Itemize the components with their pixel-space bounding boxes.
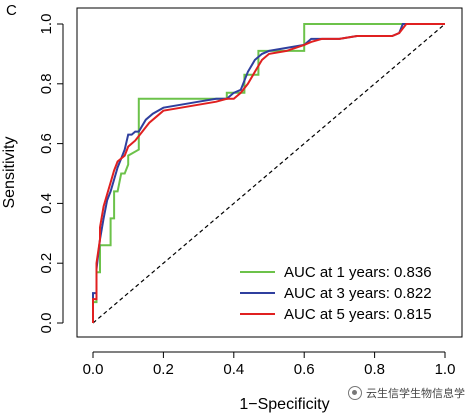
x-tick-label: 0.0 — [83, 361, 104, 378]
legend-label-2: AUC at 3 years: 0.822 — [284, 285, 432, 302]
y-tick-label: 0.2 — [38, 253, 55, 274]
wechat-icon — [348, 386, 362, 400]
x-axis-title: 1−Specificity — [239, 396, 329, 413]
watermark: 云生信学生物信息学 — [348, 385, 465, 401]
plot-area — [76, 7, 463, 338]
y-tick-label: 0.4 — [38, 193, 55, 214]
x-tick-label: 0.6 — [294, 361, 315, 378]
legend: AUC at 1 years: 0.836 AUC at 3 years: 0.8… — [240, 264, 432, 323]
x-tick-label: 0.2 — [153, 361, 174, 378]
series-layer — [92, 23, 445, 323]
plot-frame — [76, 7, 463, 338]
y-tick-label: 0.6 — [38, 133, 55, 154]
x-tick-label: 0.8 — [364, 361, 385, 378]
legend-label-1: AUC at 1 years: 0.836 — [284, 264, 432, 281]
y-tick-label: 0.0 — [38, 313, 55, 334]
y-axis-title: Sensitivity — [1, 136, 18, 208]
y-tick-label: 0.8 — [38, 73, 55, 94]
watermark-text: 云生信学生物信息学 — [366, 388, 465, 400]
legend-label-3: AUC at 5 years: 0.815 — [284, 306, 432, 323]
series-line-3 — [92, 23, 445, 323]
x-axis: 0.0 0.2 0.4 0.6 0.8 1.0 — [83, 351, 456, 378]
x-tick-label: 0.4 — [223, 361, 244, 378]
y-tick-label: 1.0 — [38, 14, 55, 35]
panel-label: C — [6, 2, 17, 19]
x-tick-label: 1.0 — [435, 361, 456, 378]
y-axis: 0.0 0.2 0.4 0.6 0.8 1.0 — [38, 14, 64, 334]
